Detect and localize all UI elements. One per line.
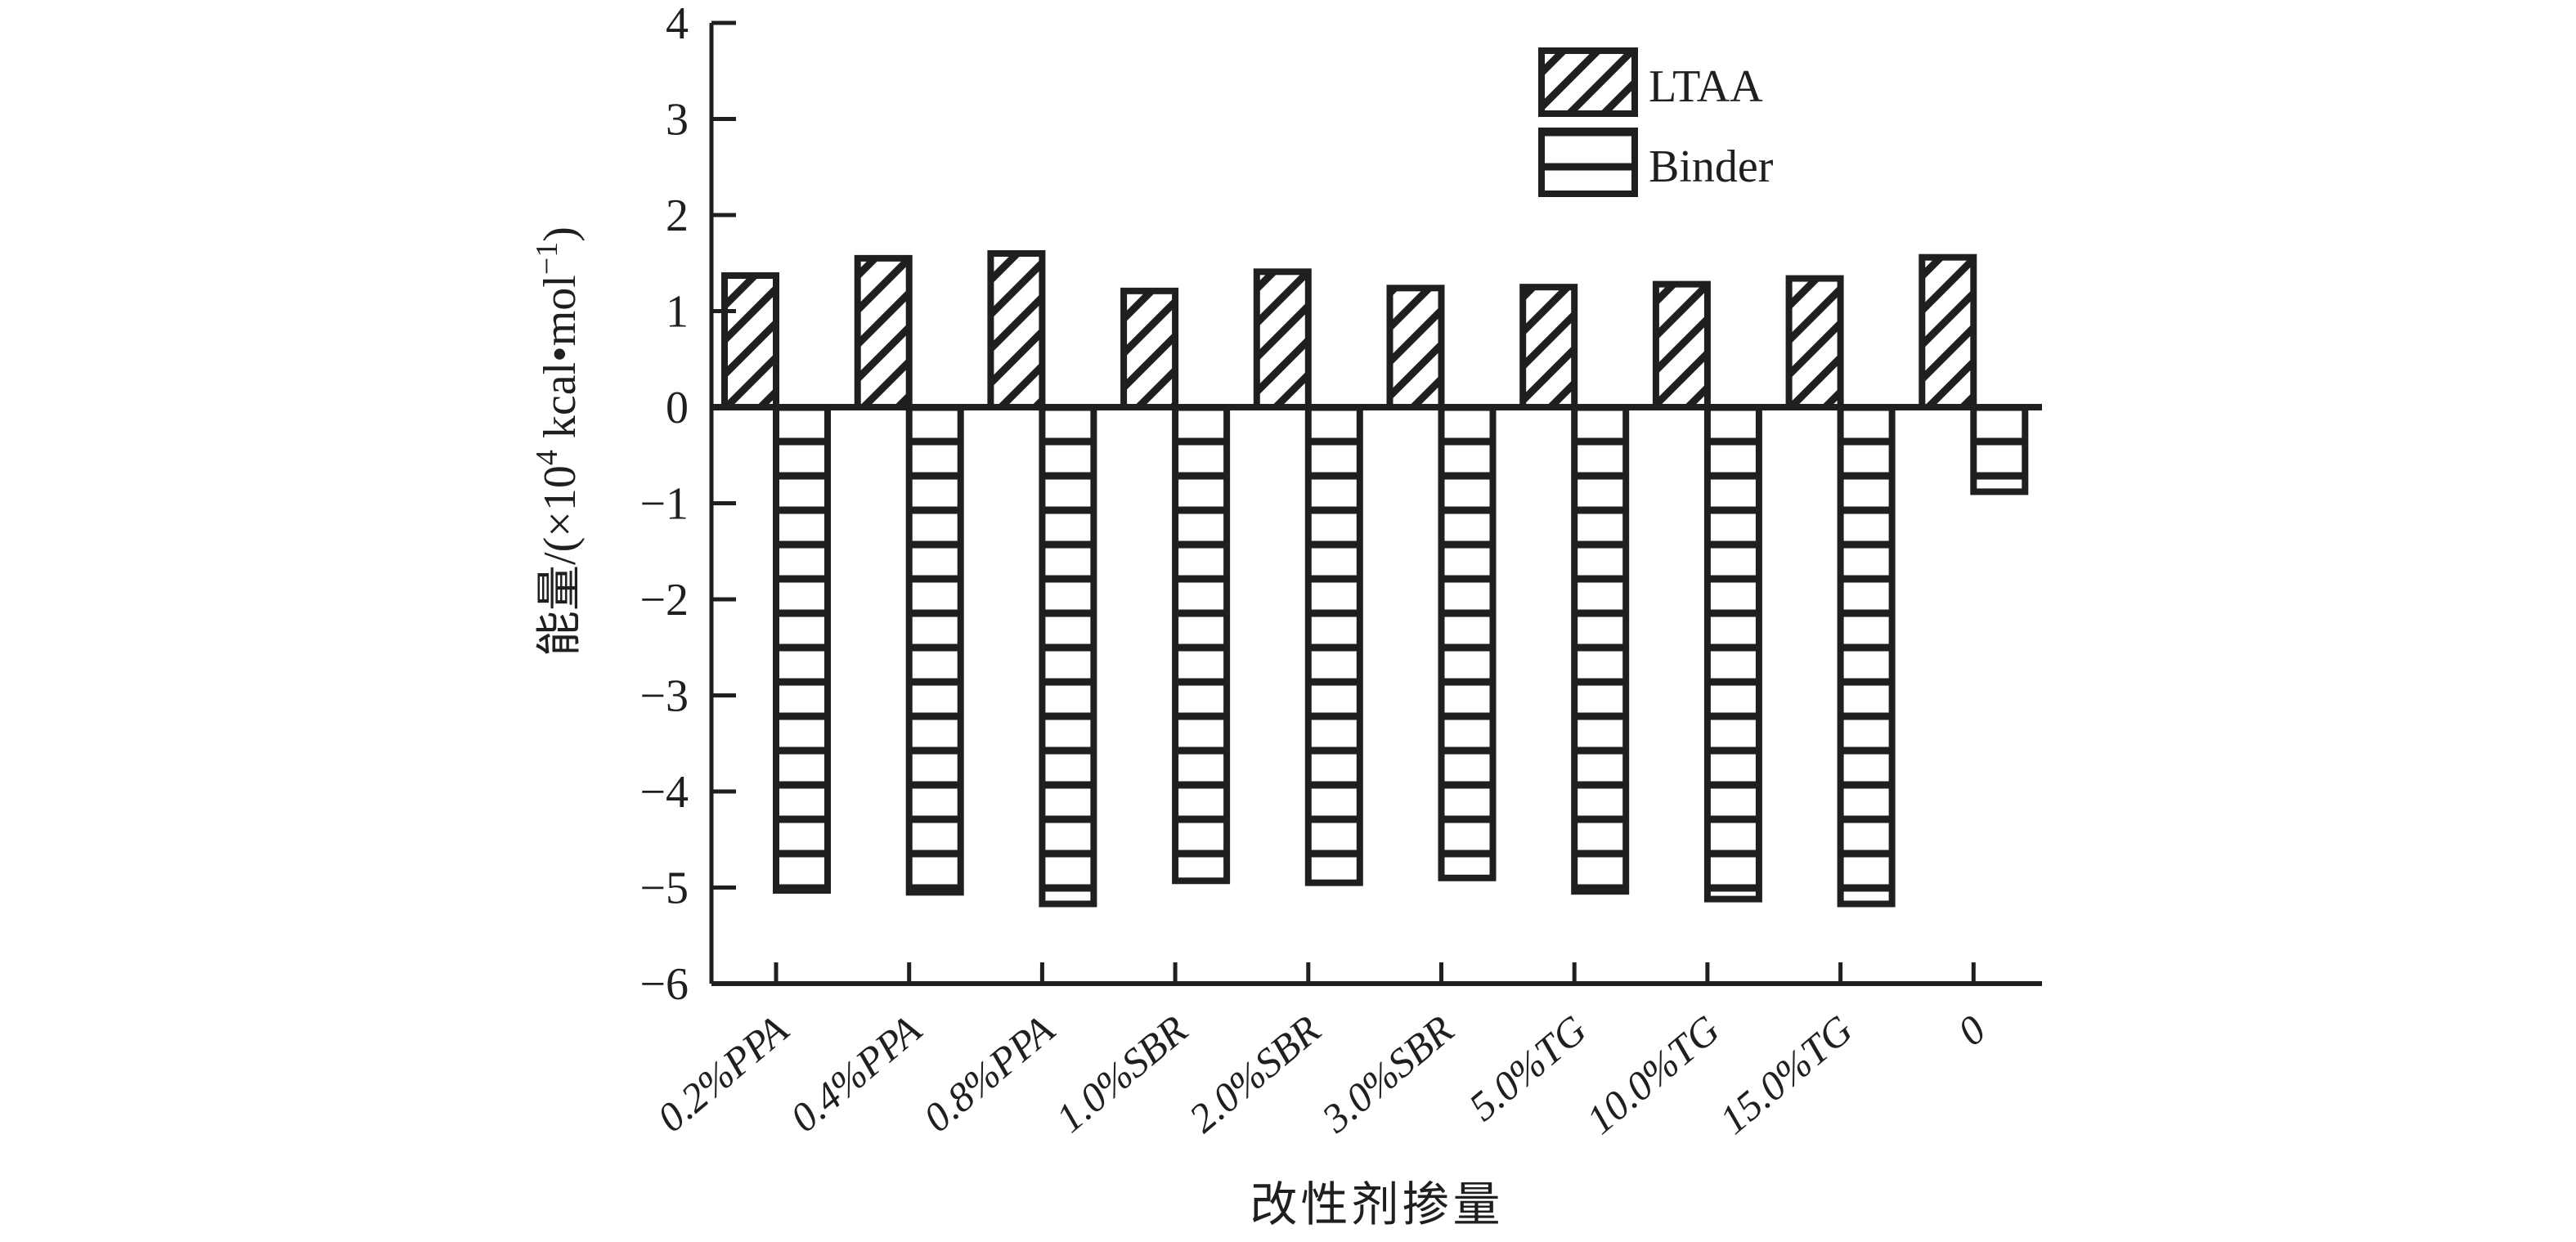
bar-binder	[1172, 404, 1231, 885]
bar-binder	[1703, 404, 1762, 903]
legend-swatch-ltaa	[1538, 47, 1638, 117]
x-category-label: 0.4%PPA	[782, 1006, 930, 1141]
x-category-label: 2.0%SBR	[1180, 1007, 1329, 1141]
x-category-label: 1.0%SBR	[1047, 1007, 1196, 1141]
bar-ltaa	[1519, 284, 1578, 410]
x-axis-ticks: 0.2%PPA0.4%PPA0.8%PPA1.0%SBR2.0%SBR3.0%S…	[648, 962, 1994, 1143]
x-category-label: 0	[1949, 1007, 1994, 1055]
bar-binder	[1571, 404, 1630, 895]
y-tick-label: 1	[666, 287, 689, 338]
legend-label-binder: Binder	[1649, 141, 1774, 192]
bar-ltaa	[721, 272, 779, 410]
legend-swatch-binder	[1538, 128, 1638, 197]
bar-ltaa	[987, 250, 1046, 410]
bar-binder	[773, 404, 831, 895]
bar-binder	[905, 404, 964, 896]
x-axis-title: 改性剂掺量	[1250, 1178, 1504, 1231]
y-tick-label: −4	[640, 767, 689, 818]
bars	[721, 250, 2029, 908]
bar-ltaa	[1919, 253, 1977, 411]
bar-ltaa	[1120, 287, 1179, 411]
x-category-label: 0.8%PPA	[914, 1006, 1062, 1141]
y-tick-label: −2	[640, 575, 689, 625]
y-tick-label: −5	[640, 863, 689, 914]
legend-label-ltaa: LTAA	[1649, 61, 1763, 112]
x-category-label: 0.2%PPA	[648, 1006, 797, 1141]
y-tick-label: −6	[640, 959, 689, 1010]
bar-binder	[1304, 404, 1363, 886]
bar-ltaa	[1386, 285, 1445, 410]
y-tick-label: 0	[666, 383, 689, 433]
x-category-label: 3.0%SBR	[1313, 1007, 1461, 1142]
bar-binder	[1039, 404, 1097, 908]
x-category-label: 15.0%TG	[1711, 1007, 1861, 1143]
y-axis-title: 能量/(×104 kcal•mol−1)	[530, 226, 586, 657]
bar-binder	[1837, 404, 1896, 908]
y-tick-label: −3	[640, 671, 689, 722]
bar-binder	[1970, 404, 2029, 495]
y-tick-label: 2	[666, 191, 689, 241]
y-tick-label: 3	[666, 95, 689, 146]
bar-ltaa	[1253, 268, 1312, 411]
legend: LTAA Binder	[1538, 47, 1774, 197]
x-category-label: 5.0%TG	[1461, 1007, 1595, 1130]
bar-ltaa	[1785, 275, 1844, 410]
bar-ltaa	[854, 254, 913, 410]
x-category-label: 10.0%TG	[1577, 1007, 1728, 1143]
y-tick-label: −1	[640, 479, 689, 530]
y-tick-label: 4	[666, 0, 689, 49]
bar-binder	[1438, 404, 1497, 881]
y-axis-ticks: 4 3 2 1 0 −1 −2 −3 −4 −5 −6	[640, 0, 736, 1010]
bar-ltaa	[1652, 280, 1711, 410]
